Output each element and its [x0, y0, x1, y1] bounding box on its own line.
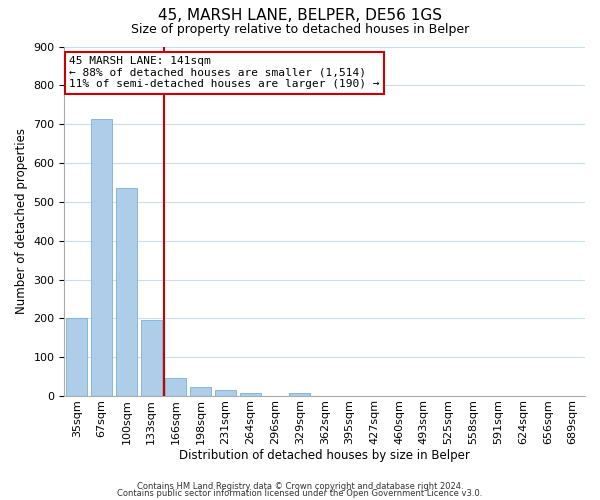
X-axis label: Distribution of detached houses by size in Belper: Distribution of detached houses by size …	[179, 450, 470, 462]
Text: 45 MARSH LANE: 141sqm
← 88% of detached houses are smaller (1,514)
11% of semi-d: 45 MARSH LANE: 141sqm ← 88% of detached …	[70, 56, 380, 90]
Bar	[240, 392, 261, 396]
Text: Size of property relative to detached houses in Belper: Size of property relative to detached ho…	[131, 22, 469, 36]
Text: Contains HM Land Registry data © Crown copyright and database right 2024.: Contains HM Land Registry data © Crown c…	[137, 482, 463, 491]
Bar	[116, 188, 137, 396]
Bar	[140, 320, 162, 396]
Y-axis label: Number of detached properties: Number of detached properties	[15, 128, 28, 314]
Bar	[66, 318, 88, 396]
Bar	[166, 378, 187, 396]
Bar	[91, 119, 112, 396]
Bar	[215, 390, 236, 396]
Bar	[190, 388, 211, 396]
Text: 45, MARSH LANE, BELPER, DE56 1GS: 45, MARSH LANE, BELPER, DE56 1GS	[158, 8, 442, 22]
Bar	[289, 393, 310, 396]
Text: Contains public sector information licensed under the Open Government Licence v3: Contains public sector information licen…	[118, 489, 482, 498]
